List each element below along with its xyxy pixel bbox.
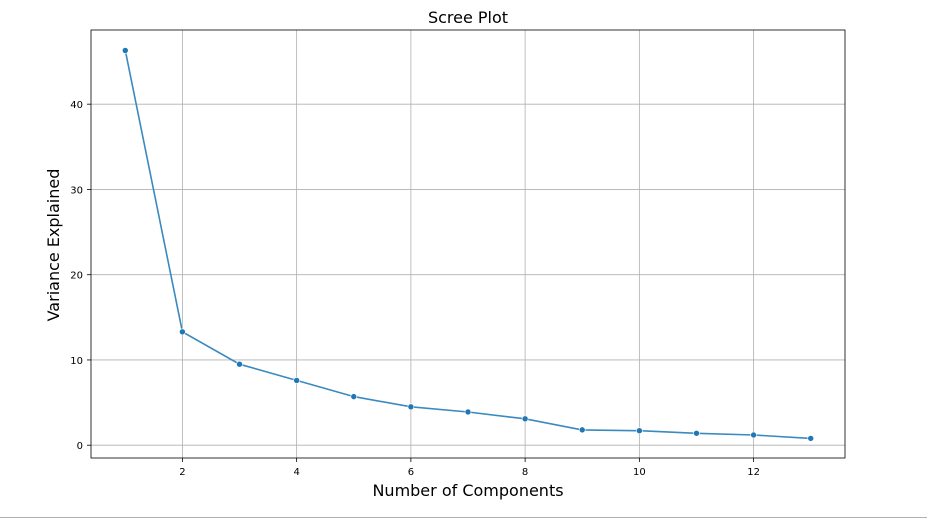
data-point — [350, 393, 358, 400]
chart-title: Scree Plot — [428, 8, 508, 27]
data-point — [179, 328, 186, 336]
data-point — [293, 377, 300, 384]
x-axis-label: Number of Components — [372, 481, 563, 500]
x-tick-label: 4 — [293, 467, 299, 478]
data-point — [521, 415, 529, 423]
data-point — [807, 435, 815, 442]
y-tick-label: 40 — [70, 100, 83, 111]
series-line — [124, 50, 811, 440]
y-tick-label: 30 — [70, 185, 83, 196]
data-point — [464, 408, 472, 416]
y-axis-label: Variance Explained — [44, 169, 63, 322]
y-tick-label: 20 — [70, 271, 83, 282]
series-layer — [121, 47, 815, 442]
x-tick-label: 2 — [179, 467, 185, 478]
data-point — [693, 429, 700, 437]
x-tick-label: 12 — [747, 467, 760, 478]
data-point — [121, 47, 129, 54]
plot-area-frame — [90, 29, 846, 459]
data-point — [578, 426, 586, 434]
data-point — [236, 360, 243, 368]
data-point — [407, 403, 415, 411]
bottom-divider — [0, 517, 927, 518]
grid-layer — [91, 30, 845, 458]
y-tick-label: 0 — [77, 441, 83, 452]
x-tick-label: 10 — [633, 467, 646, 478]
x-tick-label: 8 — [522, 467, 528, 478]
x-tick-label: 6 — [408, 467, 414, 478]
data-point — [750, 431, 757, 439]
ticks-layer: 2 4 6 8 10 12 0 10 20 30 40 — [70, 100, 760, 478]
y-tick-label: 10 — [70, 356, 83, 367]
data-point — [636, 427, 643, 435]
